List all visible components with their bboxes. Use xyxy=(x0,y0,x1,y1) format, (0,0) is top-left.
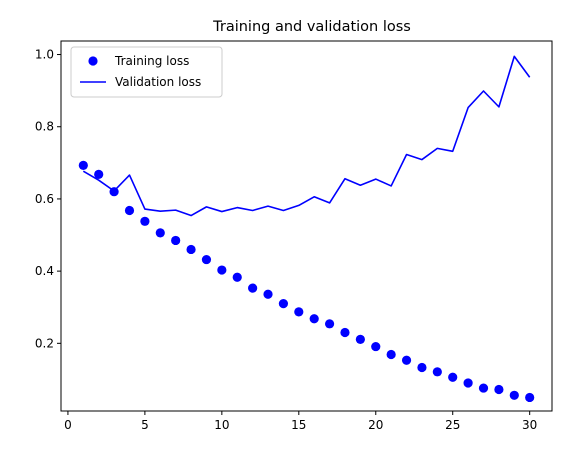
y-tick-label: 0.6 xyxy=(35,192,54,206)
data-point-training-loss xyxy=(494,384,504,395)
data-point-training-loss xyxy=(448,372,458,382)
y-tick-label: 0.8 xyxy=(35,120,54,134)
data-point-training-loss xyxy=(263,289,273,299)
axes-frame xyxy=(60,40,553,412)
data-point-training-loss xyxy=(248,283,258,293)
data-point-training-loss xyxy=(140,216,150,226)
x-tick-label: 30 xyxy=(522,418,537,432)
chart-title: Training and validation loss xyxy=(212,19,411,35)
data-point-training-loss xyxy=(340,327,350,338)
data-point-training-loss xyxy=(201,254,212,265)
y-tick-label: 0.2 xyxy=(35,336,54,350)
plot-area xyxy=(78,55,535,403)
data-point-training-loss xyxy=(463,378,473,388)
x-tick-label: 15 xyxy=(291,418,306,432)
data-point-training-loss xyxy=(432,367,442,377)
data-point-training-loss xyxy=(94,169,104,179)
data-point-training-loss xyxy=(309,314,319,324)
y-tick-label: 1.0 xyxy=(35,48,54,62)
x-tick-label: 10 xyxy=(214,418,229,432)
data-point-training-loss xyxy=(278,299,289,309)
x-tick-label: 0 xyxy=(64,418,72,432)
x-tick-label: 20 xyxy=(368,418,383,432)
data-point-training-loss xyxy=(401,355,412,365)
data-point-training-loss xyxy=(355,334,365,344)
data-point-training-loss xyxy=(232,272,242,282)
data-point-training-loss xyxy=(78,160,88,170)
legend: Training loss Validation loss xyxy=(70,46,223,98)
x-tick-label: 25 xyxy=(445,418,460,432)
data-point-training-loss xyxy=(124,205,135,216)
data-point-training-loss xyxy=(417,362,427,373)
x-tick-label: 5 xyxy=(141,418,149,432)
data-point-training-loss xyxy=(155,228,165,238)
data-point-training-loss xyxy=(478,383,489,393)
axes: 0 5 10 15 20 25 30 0.2 0.4 0.6 0.8 1.0 xyxy=(35,40,553,432)
legend-box xyxy=(70,46,223,98)
data-point-training-loss xyxy=(294,307,304,317)
data-point-training-loss xyxy=(186,244,196,255)
legend-label-validation-loss: Validation loss xyxy=(115,75,201,89)
data-point-training-loss xyxy=(386,349,396,360)
data-point-training-loss xyxy=(217,265,227,275)
data-point-training-loss xyxy=(371,341,381,352)
series-line-validation-loss xyxy=(82,55,531,217)
data-point-training-loss xyxy=(525,392,535,403)
legend-label-training-loss: Training loss xyxy=(114,54,189,68)
data-point-training-loss xyxy=(509,390,519,400)
y-tick-label: 0.4 xyxy=(35,264,54,278)
data-point-training-loss xyxy=(171,235,181,246)
data-point-training-loss xyxy=(324,319,335,329)
legend-swatch-training-loss xyxy=(88,56,98,66)
